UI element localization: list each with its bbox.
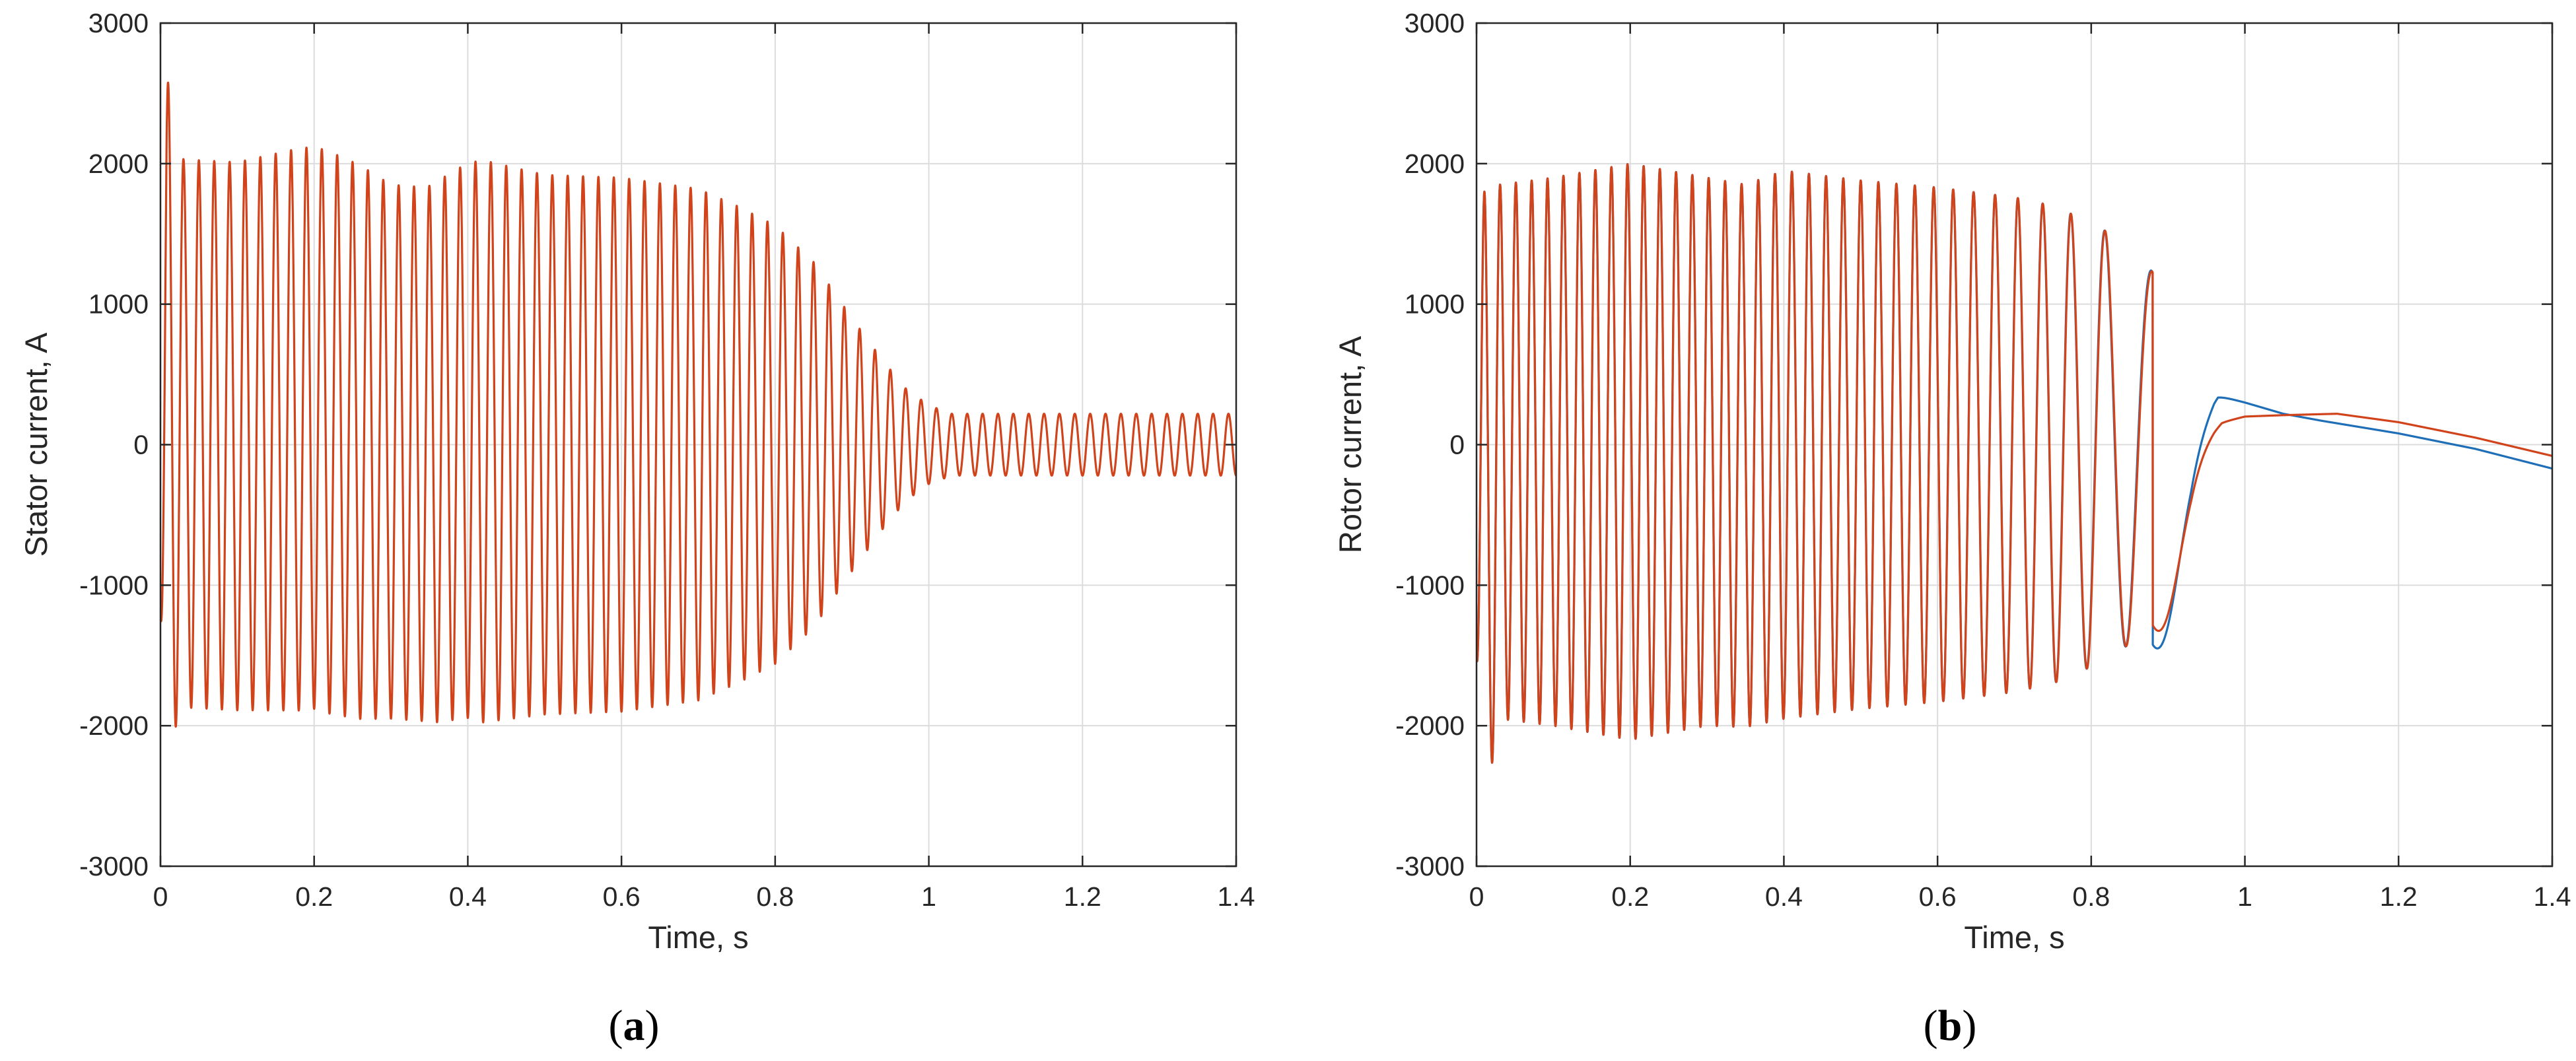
x-tick-label: 0.4 (449, 881, 487, 912)
chart-panel-b: 0 0.2 0.4 0.6 0.8 1 1.2 1.4 3000 2000 1000 0 -1000 -2… (1333, 8, 2571, 1050)
x-tick-label: 0.6 (1919, 881, 1957, 912)
x-tick-label: 0.4 (1765, 881, 1803, 912)
x-tick-label: 1.4 (1218, 881, 1255, 912)
x-tick-label: 0.8 (2072, 881, 2110, 912)
y-tick-label: 0 (1449, 430, 1465, 460)
y-tick-label: 2000 (88, 149, 149, 179)
x-tick-label: 0.8 (756, 881, 794, 912)
series-line-2 (1477, 163, 2552, 764)
x-tick-label: 1.4 (2534, 881, 2571, 912)
y-tick-label: 2000 (1405, 149, 1465, 179)
x-axis-label: Time, s (1964, 920, 2064, 955)
series-line-1 (160, 81, 1236, 728)
panel-label: (b) (1924, 1002, 1977, 1050)
y-tick-label: -2000 (1395, 710, 1465, 741)
y-tick-label: -1000 (1395, 570, 1465, 600)
panel-label: (a) (609, 1002, 660, 1050)
x-tick-label: 0 (1469, 881, 1484, 912)
y-axis-label: Stator current, A (18, 332, 53, 557)
x-axis-label: Time, s (648, 920, 748, 955)
y-tick-label: 0 (133, 430, 149, 460)
y-tick-label: -3000 (1395, 851, 1465, 881)
x-tick-label: 0.6 (603, 881, 641, 912)
y-tick-label: 3000 (88, 8, 149, 38)
x-tick-label: 0.2 (295, 881, 333, 912)
chart-panel-a: 0 0.2 0.4 0.6 0.8 1 1.2 1.4 3000 2000 1000 0 -1000 -2… (18, 8, 1255, 1050)
y-tick-label: -3000 (79, 851, 149, 881)
x-tick-label: 1 (2237, 881, 2252, 912)
y-tick-label: -2000 (79, 710, 149, 741)
y-tick-label: 3000 (1405, 8, 1465, 38)
y-tick-label: -1000 (79, 570, 149, 600)
x-tick-label: 0.2 (1611, 881, 1649, 912)
y-tick-label: 1000 (1405, 289, 1465, 320)
x-tick-label: 1.2 (2380, 881, 2418, 912)
x-tick-label: 1 (921, 881, 936, 912)
y-axis-label: Rotor current, A (1333, 335, 1368, 553)
y-tick-label: 1000 (88, 289, 149, 320)
x-tick-label: 0 (153, 881, 168, 912)
x-tick-label: 1.2 (1064, 881, 1101, 912)
